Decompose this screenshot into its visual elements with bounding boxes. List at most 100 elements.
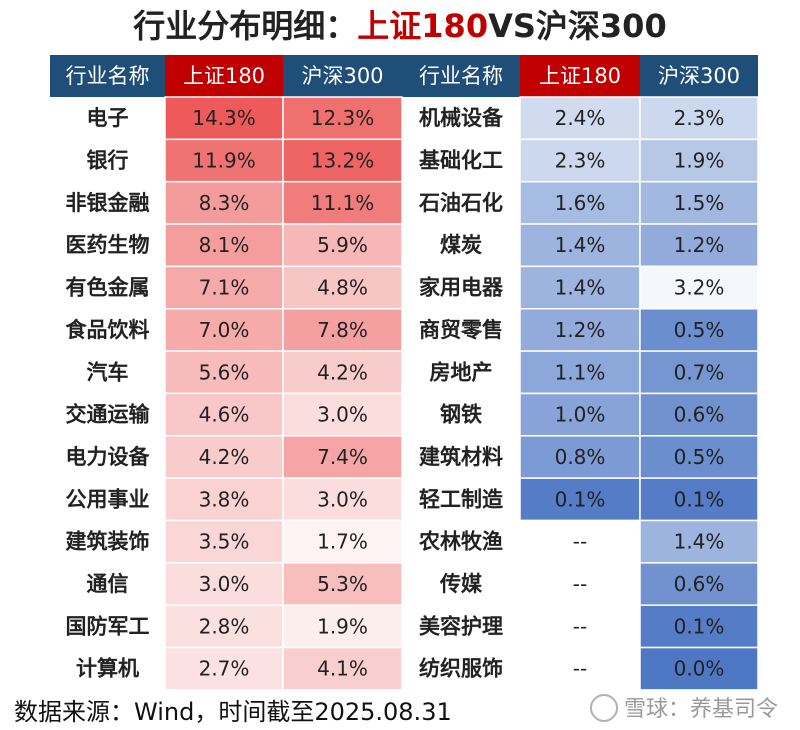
value-left-sse180: 2.8% [199, 614, 250, 638]
value-left-sse180: 7.1% [199, 276, 250, 300]
heat-cell-left-csi300 [282, 96, 403, 141]
heat-cell-left-csi300 [282, 138, 403, 183]
industry-label-right: 机械设备 [419, 106, 504, 130]
industry-label-left: 公用事业 [66, 487, 150, 511]
heat-cell-right-sse180 [519, 392, 641, 437]
heat-cell-right-csi300 [639, 265, 759, 310]
value-left-sse180: 11.9% [192, 149, 256, 173]
industry-label-left: 医药生物 [66, 233, 150, 257]
watermark-text: 雪球：养基司令 [623, 697, 778, 722]
value-left-sse180: 4.6% [199, 403, 250, 427]
value-left-csi300: 4.2% [317, 360, 368, 384]
value-left-sse180: 4.2% [199, 445, 250, 469]
industry-label-left: 建筑装饰 [66, 530, 150, 554]
value-left-sse180: 3.0% [199, 572, 250, 596]
value-left-csi300: 4.8% [317, 276, 368, 300]
industry-distribution-table: 行业名称 上证180 沪深300 行业名称 上证180 沪深300 电子 14.3% 12.3%… [50, 55, 759, 690]
title-prefix: 行业分布明细： [133, 7, 358, 45]
column-header-0: 行业名称 [66, 64, 150, 88]
value-right-sse180: -- [573, 657, 587, 681]
industry-label-left: 汽车 [87, 360, 129, 384]
heat-cell-right-csi300 [639, 180, 759, 225]
value-right-sse180: 1.0% [555, 403, 606, 427]
heat-cell-right-sse180 [519, 562, 641, 606]
value-right-sse180: 1.2% [555, 318, 606, 342]
heat-cell-left-csi300 [282, 519, 403, 564]
heat-cell-left-sse180 [164, 180, 284, 225]
value-right-csi300: 1.2% [674, 233, 725, 257]
value-right-csi300: 0.6% [674, 403, 725, 427]
heat-cell-left-sse180 [164, 138, 284, 183]
value-right-sse180: -- [573, 530, 587, 554]
industry-label-right: 煤炭 [440, 233, 482, 257]
heat-cell-right-csi300 [639, 604, 759, 649]
value-right-csi300: 0.0% [674, 657, 725, 681]
column-header-1: 上证180 [183, 64, 265, 88]
value-right-csi300: 0.6% [674, 572, 725, 596]
industry-label-right: 轻工制造 [419, 487, 504, 511]
heat-cell-right-sse180 [519, 138, 641, 183]
value-left-sse180: 14.3% [192, 106, 256, 130]
heat-cell-left-csi300 [282, 392, 403, 437]
heat-cell-right-csi300 [639, 435, 759, 479]
heat-cell-left-csi300 [282, 350, 403, 395]
industry-label-left: 非银金融 [66, 191, 150, 215]
heat-cell-right-csi300 [639, 96, 759, 141]
column-header-5: 沪深300 [658, 64, 740, 88]
value-left-sse180: 3.5% [199, 530, 250, 554]
industry-label-left: 电子 [87, 106, 129, 130]
header-cell-0 [50, 55, 165, 97]
heat-cell-left-sse180 [164, 223, 284, 268]
industry-label-right: 农林牧渔 [418, 530, 503, 554]
heat-cell-left-sse180 [164, 562, 284, 606]
value-right-csi300: 0.5% [674, 318, 725, 342]
heat-cell-right-csi300 [639, 519, 759, 564]
chart-title: 行业分布明细：上证180VS沪深300 [0, 4, 800, 48]
value-left-sse180: 3.8% [199, 487, 250, 511]
value-left-csi300: 12.3% [311, 106, 375, 130]
value-right-csi300: 1.4% [674, 530, 725, 554]
value-left-csi300: 11.1% [311, 191, 375, 215]
industry-label-right: 钢铁 [440, 403, 482, 427]
industry-label-left: 国防军工 [66, 614, 150, 638]
value-right-sse180: 1.4% [555, 276, 606, 300]
header-cell-5 [640, 55, 758, 97]
heat-cell-right-csi300 [639, 308, 759, 352]
industry-label-right: 传媒 [439, 572, 483, 596]
value-left-sse180: 7.0% [199, 318, 250, 342]
industry-label-left: 有色金属 [66, 276, 150, 300]
value-right-sse180: 0.1% [555, 487, 606, 511]
value-left-csi300: 7.8% [317, 318, 368, 342]
heat-cell-right-sse180 [519, 96, 641, 141]
industry-label-right: 纺织服饰 [419, 657, 503, 681]
industry-label-right: 房地产 [430, 360, 493, 384]
value-left-csi300: 1.9% [317, 614, 368, 638]
column-header-3: 行业名称 [419, 64, 503, 88]
title-suffix: VS沪深300 [488, 7, 667, 45]
column-header-2: 沪深300 [301, 64, 383, 88]
value-right-csi300: 0.5% [674, 445, 725, 469]
value-right-csi300: 3.2% [674, 276, 725, 300]
industry-label-left: 电力设备 [66, 445, 151, 469]
heat-cell-left-sse180 [164, 604, 284, 649]
industry-label-left: 食品饮料 [66, 318, 150, 342]
heat-cell-left-csi300 [282, 562, 403, 606]
value-right-csi300: 0.1% [674, 487, 725, 511]
value-left-csi300: 1.7% [317, 530, 368, 554]
heat-cell-right-csi300 [639, 392, 759, 437]
heat-cell-left-csi300 [282, 646, 403, 690]
heat-cell-right-csi300 [639, 477, 759, 522]
heat-cell-right-csi300 [639, 646, 759, 690]
header-cell-4 [520, 55, 640, 97]
industry-label-right: 石油石化 [418, 191, 503, 215]
value-right-csi300: 0.1% [674, 614, 725, 638]
heat-cell-left-csi300 [282, 308, 403, 352]
industry-label-right: 基础化工 [419, 149, 503, 173]
value-left-csi300: 13.2% [311, 149, 375, 173]
heat-cell-right-csi300 [639, 350, 759, 395]
value-left-sse180: 2.7% [199, 657, 250, 681]
value-left-csi300: 3.0% [317, 487, 368, 511]
heat-cell-right-csi300 [639, 562, 759, 606]
header-cell-2 [283, 55, 402, 97]
value-right-csi300: 1.9% [674, 149, 725, 173]
